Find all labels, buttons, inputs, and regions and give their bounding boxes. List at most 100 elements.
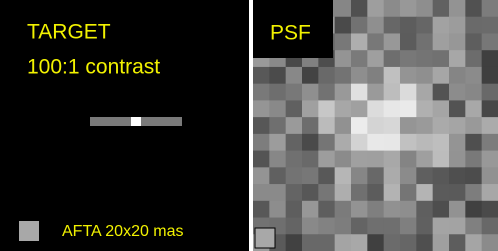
psf-pixel	[433, 17, 450, 34]
psf-pixel	[384, 167, 401, 184]
psf-pixel	[482, 134, 498, 151]
psf-pixel	[433, 184, 450, 201]
psf-pixel	[482, 100, 498, 117]
psf-pixel	[351, 50, 368, 67]
psf-pixel	[465, 201, 482, 218]
psf-pixel	[400, 0, 417, 17]
psf-pixel	[384, 67, 401, 84]
psf-pixel	[367, 184, 384, 201]
psf-pixel	[335, 117, 352, 134]
psf-pixel	[335, 134, 352, 151]
psf-pixel	[351, 167, 368, 184]
psf-pixel	[449, 67, 466, 84]
psf-pixel	[351, 134, 368, 151]
psf-pixel	[351, 184, 368, 201]
psf-scale-square	[255, 228, 275, 248]
psf-pixel	[351, 234, 368, 251]
psf-pixel	[286, 234, 303, 251]
psf-pixel	[351, 117, 368, 134]
psf-pixel	[318, 134, 335, 151]
psf-pixel	[400, 84, 417, 101]
psf-pixel	[384, 234, 401, 251]
psf-title: PSF	[270, 22, 311, 45]
psf-pixel	[269, 117, 286, 134]
psf-pixel	[416, 218, 433, 235]
psf-pixel	[367, 0, 384, 17]
psf-pixel	[465, 234, 482, 251]
psf-pixel	[335, 201, 352, 218]
psf-pixel	[416, 84, 433, 101]
psf-pixel	[465, 151, 482, 168]
psf-pixel	[433, 167, 450, 184]
psf-pixel	[302, 167, 319, 184]
psf-pixel	[465, 67, 482, 84]
psf-pixel	[416, 167, 433, 184]
psf-pixel	[335, 234, 352, 251]
psf-pixel	[335, 84, 352, 101]
figure: TARGET 100:1 contrast AFTA 20x20 mas PSF	[0, 0, 498, 251]
psf-pixel	[351, 100, 368, 117]
star-pixel	[131, 117, 141, 126]
psf-pixel	[449, 17, 466, 34]
psf-pixel	[253, 134, 270, 151]
psf-pixel	[367, 100, 384, 117]
psf-pixel	[351, 151, 368, 168]
psf-pixel	[286, 134, 303, 151]
target-title: TARGET	[27, 21, 111, 44]
psf-pixel	[384, 151, 401, 168]
psf-pixel	[433, 201, 450, 218]
psf-pixel	[400, 218, 417, 235]
psf-pixel	[318, 84, 335, 101]
psf-pixel	[269, 67, 286, 84]
psf-pixel	[433, 218, 450, 235]
psf-pixel	[433, 234, 450, 251]
psf-pixel	[465, 0, 482, 17]
psf-pixel	[269, 184, 286, 201]
psf-pixel	[433, 100, 450, 117]
psf-pixel	[416, 33, 433, 50]
psf-pixel	[335, 151, 352, 168]
scale-square	[19, 221, 39, 241]
psf-pixel	[302, 201, 319, 218]
psf-pixel	[416, 100, 433, 117]
psf-pixel	[335, 50, 352, 67]
psf-pixel	[384, 84, 401, 101]
psf-pixel	[269, 134, 286, 151]
psf-pixel	[302, 67, 319, 84]
psf-pixel	[465, 84, 482, 101]
psf-pixel	[286, 100, 303, 117]
psf-pixel	[318, 234, 335, 251]
psf-pixel	[351, 17, 368, 34]
psf-pixel	[286, 151, 303, 168]
psf-pixel	[302, 100, 319, 117]
psf-pixel	[400, 134, 417, 151]
psf-pixel	[433, 50, 450, 67]
psf-pixel	[465, 184, 482, 201]
psf-pixel	[465, 134, 482, 151]
psf-pixel	[433, 134, 450, 151]
psf-pixel	[253, 167, 270, 184]
psf-pixel	[449, 218, 466, 235]
psf-pixel	[465, 218, 482, 235]
psf-pixel	[367, 50, 384, 67]
psf-pixel	[269, 201, 286, 218]
psf-pixel	[302, 184, 319, 201]
psf-pixel	[449, 33, 466, 50]
psf-pixel	[286, 67, 303, 84]
psf-pixel	[318, 184, 335, 201]
psf-pixel	[465, 50, 482, 67]
psf-pixel	[400, 50, 417, 67]
psf-pixel	[384, 33, 401, 50]
psf-pixel	[416, 201, 433, 218]
psf-pixel	[449, 0, 466, 17]
psf-pixel	[433, 67, 450, 84]
psf-pixel	[400, 234, 417, 251]
psf-pixel	[449, 134, 466, 151]
psf-pixel	[367, 67, 384, 84]
psf-pixel	[269, 84, 286, 101]
psf-pixel	[253, 151, 270, 168]
psf-pixel	[269, 167, 286, 184]
psf-pixel	[400, 201, 417, 218]
psf-pixel	[351, 67, 368, 84]
psf-pixel	[433, 84, 450, 101]
